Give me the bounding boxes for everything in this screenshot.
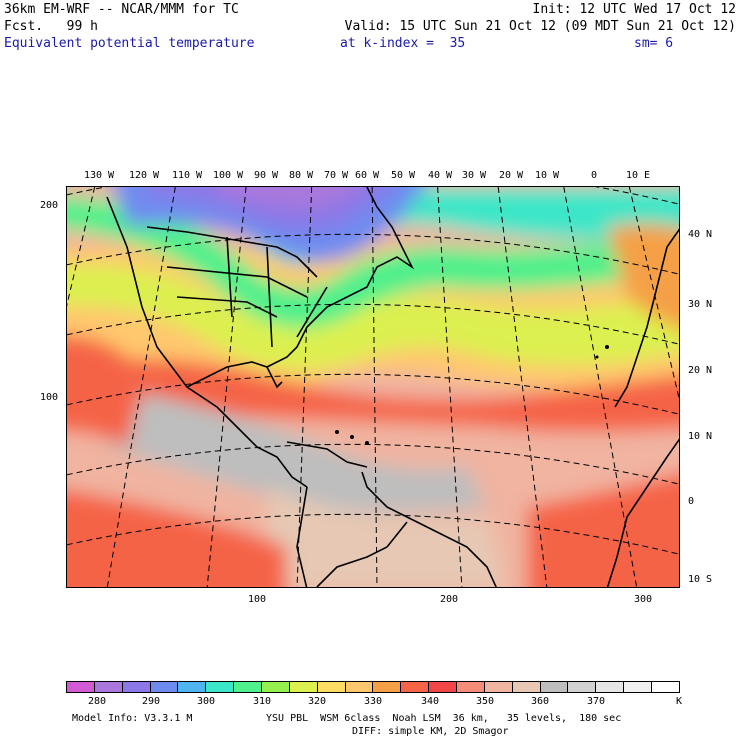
map-svg xyxy=(67,187,679,587)
colorbar-tick-label: 350 xyxy=(475,696,495,707)
colorbar-swatch xyxy=(178,682,207,692)
colorbar-swatch xyxy=(596,682,625,692)
colorbar-tick-label: 300 xyxy=(196,696,216,707)
longitude-label: 50 W xyxy=(390,170,416,181)
colorbar-swatch xyxy=(150,682,179,692)
longitude-label: 110 W xyxy=(171,170,203,181)
model-title: 36km EM-WRF -- NCAR/MMM for TC xyxy=(4,2,239,17)
colorbar-swatch xyxy=(262,682,290,692)
colorbar-tick-label: 310 xyxy=(252,696,272,707)
longitude-label: 30 W xyxy=(461,170,487,181)
model-info: Model Info: V3.3.1 M xyxy=(72,713,193,724)
longitude-label: 120 W xyxy=(128,170,160,181)
colorbar xyxy=(66,681,680,693)
colorbar-tick-label: 320 xyxy=(307,696,327,707)
y-grid-label: 200 xyxy=(40,200,59,211)
latitude-label: 10 S xyxy=(688,574,713,585)
theta-e-map xyxy=(66,186,680,588)
y-grid-label: 100 xyxy=(40,392,59,403)
init-time: Init: 12 UTC Wed 17 Oct 12 xyxy=(532,2,737,17)
colorbar-swatch xyxy=(540,682,569,692)
colorbar-swatch xyxy=(94,682,123,692)
longitude-label: 60 W xyxy=(354,170,380,181)
longitude-label: 20 W xyxy=(498,170,524,181)
colorbar-swatch xyxy=(429,682,458,692)
valid-time: Valid: 15 UTC Sun 21 Oct 12 (09 MDT Sun … xyxy=(344,19,736,34)
colorbar-tick-label: 280 xyxy=(87,696,107,707)
colorbar-tick-label: 360 xyxy=(530,696,550,707)
forecast-hour: Fcst. 99 h xyxy=(4,19,98,34)
latitude-label: 10 N xyxy=(688,431,713,442)
field-name: Equivalent potential temperature xyxy=(4,36,255,51)
x-grid-label: 300 xyxy=(634,594,653,605)
colorbar-swatch xyxy=(624,682,653,692)
colorbar-tick-label: 290 xyxy=(141,696,161,707)
colorbar-swatch xyxy=(568,682,597,692)
physics-info: YSU PBL WSM 6class Noah LSM 36 km, 35 le… xyxy=(266,713,622,724)
colorbar-swatch xyxy=(122,682,151,692)
level-index: at k-index = 35 xyxy=(340,36,466,51)
longitude-label: 10 W xyxy=(534,170,560,181)
colorbar-unit: K xyxy=(675,696,683,707)
colorbar-swatch xyxy=(317,682,346,692)
colorbar-tick-label: 340 xyxy=(420,696,440,707)
smoothing-value: sm= 6 xyxy=(634,36,674,51)
longitude-label: 100 W xyxy=(212,170,244,181)
coastlines xyxy=(106,187,679,587)
colorbar-tick-label: 370 xyxy=(586,696,606,707)
colorbar-swatch xyxy=(401,682,430,692)
latitude-label: 20 N xyxy=(688,365,713,376)
longitude-label: 80 W xyxy=(288,170,314,181)
colorbar-swatch xyxy=(457,682,485,692)
x-grid-label: 200 xyxy=(440,594,459,605)
longitude-label: 40 W xyxy=(427,170,453,181)
colorbar-tick-label: 330 xyxy=(363,696,383,707)
colorbar-swatch xyxy=(484,682,513,692)
latitude-label: 30 N xyxy=(688,299,713,310)
colorbar-swatch xyxy=(206,682,235,692)
longitude-label: 130 W xyxy=(83,170,115,181)
graticule xyxy=(67,187,679,587)
colorbar-swatch xyxy=(512,682,541,692)
colorbar-swatch xyxy=(345,682,374,692)
colorbar-swatch xyxy=(67,682,95,692)
latitude-label: 0 xyxy=(688,496,695,507)
longitude-label: 10 E xyxy=(625,170,651,181)
diffusion-info: DIFF: simple KM, 2D Smagor xyxy=(352,726,509,737)
colorbar-swatch xyxy=(373,682,402,692)
colorbar-swatch xyxy=(234,682,263,692)
latitude-label: 40 N xyxy=(688,229,713,240)
colorbar-swatch xyxy=(289,682,318,692)
x-grid-label: 100 xyxy=(248,594,267,605)
longitude-label: 70 W xyxy=(323,170,349,181)
longitude-label: 0 xyxy=(590,170,598,181)
longitude-label: 90 W xyxy=(253,170,279,181)
colorbar-swatch xyxy=(652,682,679,692)
caribbean-islands xyxy=(335,345,609,445)
